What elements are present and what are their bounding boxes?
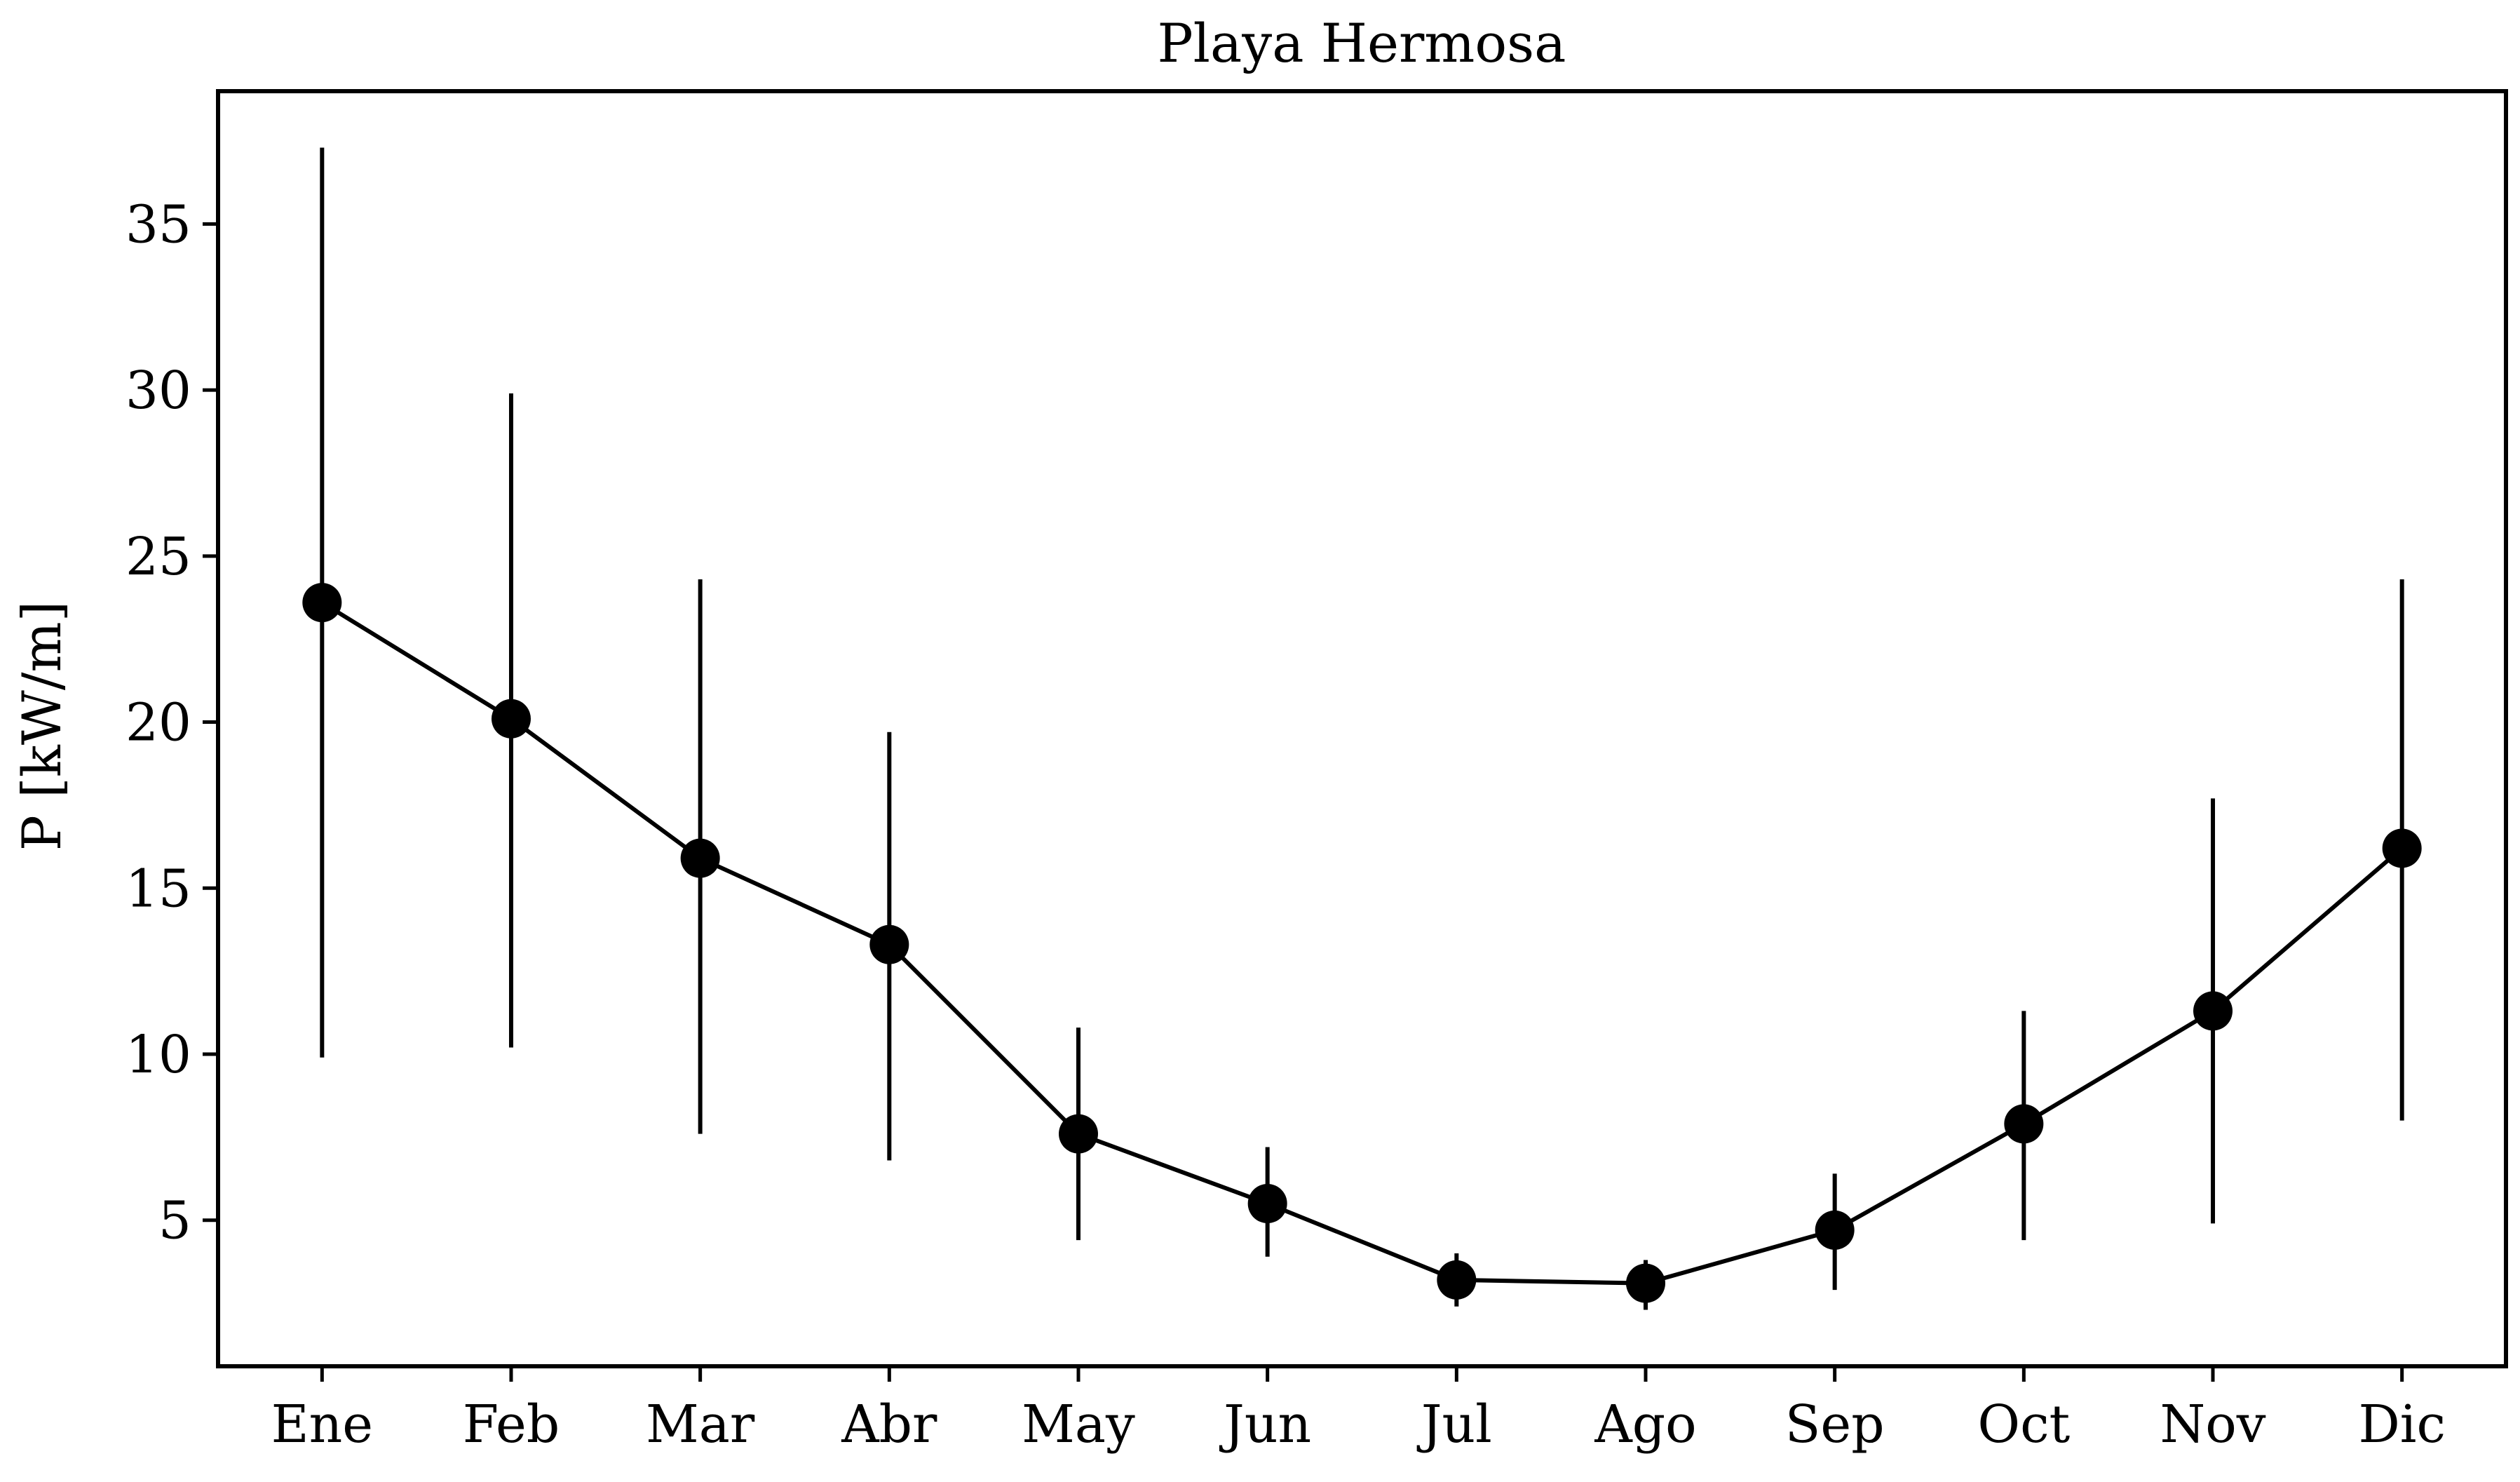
y-tick-label: 35: [126, 194, 191, 255]
y-tick-label: 20: [126, 693, 191, 753]
data-point: [680, 838, 720, 878]
data-point: [1626, 1263, 1666, 1303]
data-point: [869, 924, 909, 964]
data-point: [491, 699, 531, 739]
x-tick-label: Mar: [646, 1394, 755, 1455]
y-tick-label: 30: [126, 361, 191, 421]
x-tick-label: May: [1022, 1394, 1135, 1455]
x-tick-label: Ene: [271, 1394, 373, 1455]
x-tick-label: Oct: [1977, 1394, 2070, 1455]
x-tick-label: Dic: [2358, 1394, 2445, 1455]
y-tick-label: 25: [126, 527, 191, 587]
x-tick-label: Feb: [463, 1394, 560, 1455]
series-line: [320, 600, 2404, 1286]
plot-frame: [216, 89, 2508, 1368]
data-point: [1815, 1210, 1855, 1250]
x-tick-label: Nov: [2160, 1394, 2265, 1455]
x-tick-label: Ago: [1594, 1394, 1696, 1455]
y-tick-label: 10: [126, 1025, 191, 1085]
data-point: [302, 583, 342, 623]
data-point: [2382, 828, 2422, 868]
data-point: [2004, 1104, 2044, 1144]
y-tick-label: 15: [126, 858, 191, 919]
y-axis-label: P [kW/m]: [11, 601, 73, 851]
x-tick-label: Jun: [1219, 1394, 1311, 1455]
x-tick-label: Sep: [1785, 1394, 1885, 1455]
data-point: [1437, 1260, 1477, 1300]
data-point: [1058, 1114, 1098, 1154]
x-tick-label: Jul: [1416, 1394, 1492, 1455]
x-tick-label: Abr: [841, 1394, 937, 1455]
data-point: [1247, 1184, 1287, 1224]
data-point: [2193, 991, 2233, 1031]
y-tick-label: 5: [158, 1191, 191, 1251]
chart-title: Playa Hermosa: [1158, 12, 1566, 74]
